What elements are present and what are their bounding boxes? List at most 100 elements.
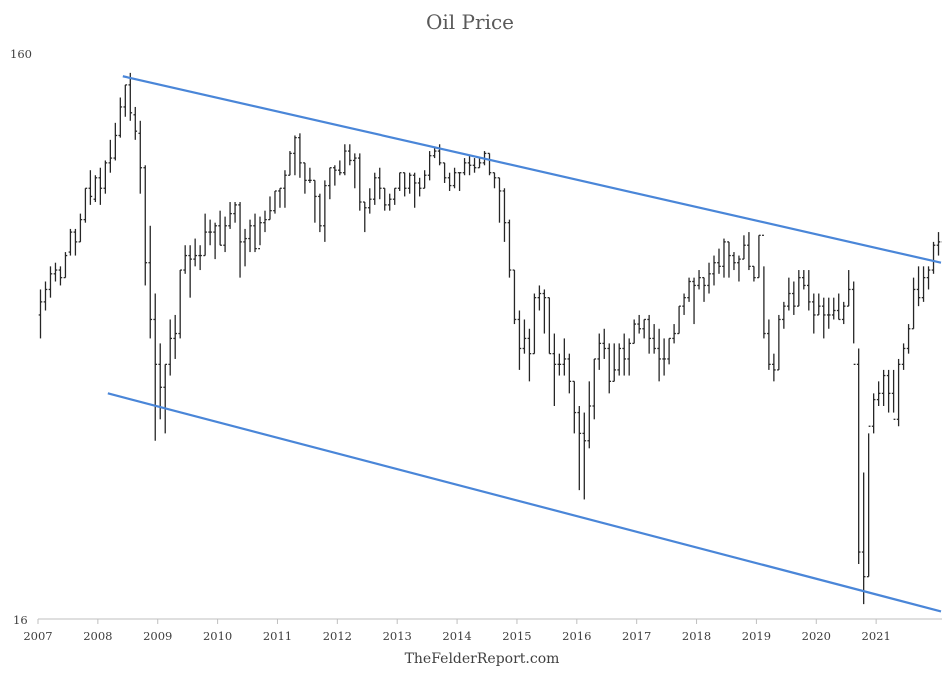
ohlc-bar [108, 139, 113, 173]
ohlc-bar [138, 120, 143, 194]
ohlc-bar [118, 97, 123, 138]
ohlc-bar [153, 293, 158, 441]
footer-source: TheFelderReport.com [405, 651, 560, 667]
ohlc-bar [397, 172, 402, 191]
x-tick-label: 2012 [323, 629, 352, 643]
ohlc-bar [93, 175, 98, 203]
ohlc-bar [447, 172, 452, 191]
ohlc-bar [797, 270, 801, 307]
ohlc-bar [148, 225, 153, 339]
ohlc-bar [792, 281, 796, 315]
ohlc-bar [467, 155, 472, 176]
ohlc-bar [732, 252, 736, 271]
ohlc-bar [552, 333, 557, 406]
ohlc-bar [73, 228, 78, 256]
ohlc-bar [672, 324, 676, 344]
x-tick-label: 2017 [622, 629, 651, 643]
ohlc-bar [38, 289, 43, 339]
ohlc-bar [83, 187, 88, 223]
ohlc-bar [497, 177, 502, 223]
ohlc-bar [407, 172, 412, 194]
ohlc-bar [831, 297, 836, 320]
chart-title: Oil Price [426, 10, 514, 34]
ohlc-bar [298, 133, 302, 178]
ohlc-bar [587, 381, 592, 449]
ohlc-bar [916, 266, 921, 307]
ohlc-bar [876, 381, 881, 406]
ohlc-bar [377, 167, 382, 200]
ohlc-bar [652, 324, 656, 354]
ohlc-bar [382, 187, 387, 211]
x-tick-label: 2011 [263, 629, 292, 643]
ohlc-bar [457, 172, 462, 191]
ohlc-bar [348, 144, 352, 166]
ohlc-bar [687, 277, 691, 302]
ohlc-bar [402, 172, 407, 197]
ohlc-bar [417, 177, 422, 197]
ohlc-bar [268, 196, 272, 221]
x-tick-label: 2016 [562, 629, 591, 643]
ohlc-bar [702, 276, 706, 302]
ohlc-bar [612, 343, 617, 383]
ohlc-bar [318, 193, 322, 233]
ohlc-bar [637, 314, 641, 334]
x-tick-label: 2018 [682, 629, 711, 643]
ohlc-bar [68, 228, 73, 256]
ohlc-bar [642, 318, 646, 339]
ohlc-bar [248, 219, 252, 253]
ohlc-bar [487, 152, 492, 176]
ohlc-bar [537, 285, 542, 311]
ohlc-bar [278, 187, 282, 208]
ohlc-bar [757, 234, 761, 279]
ohlc-bar [851, 281, 856, 366]
y-tick-label-160: 160 [10, 47, 32, 61]
ohlc-bar [462, 158, 467, 176]
ohlc-bar [313, 179, 317, 223]
x-tick-label: 2007 [23, 629, 52, 643]
ohlc-bar [572, 380, 577, 434]
ohlc-bar [911, 277, 916, 330]
x-tick-label: 2008 [83, 629, 112, 643]
ohlc-bar [472, 158, 477, 173]
ohlc-bar [308, 167, 312, 183]
ohlc-bar [188, 245, 192, 298]
ohlc-bar [697, 270, 701, 290]
ohlc-bar [662, 338, 666, 376]
ohlc-bar [113, 122, 118, 161]
ohlc-bar [527, 328, 532, 382]
ohlc-bar [233, 202, 237, 223]
ohlc-bar [208, 219, 212, 246]
ohlc-bar [357, 153, 362, 211]
ohlc-bar [866, 425, 871, 578]
ohlc-bar [667, 337, 671, 365]
ohlc-bar [228, 202, 232, 229]
ohlc-bar [762, 234, 766, 339]
ohlc-bar [886, 369, 891, 413]
ohlc-bar [223, 216, 227, 253]
ohlc-bar [103, 160, 108, 194]
ohlc-bar [238, 202, 242, 278]
ohlc-bar [632, 319, 636, 345]
ohlc-bar [532, 293, 537, 355]
ohlc-bar [427, 151, 432, 181]
ohlc-bar [452, 167, 457, 189]
ohlc-bar [367, 188, 372, 214]
x-tick-label: 2015 [502, 629, 531, 643]
ohlc-bar [856, 348, 861, 565]
ohlc-bar [747, 232, 751, 271]
upper-trendline [122, 75, 942, 264]
ohlc-bar [173, 314, 177, 359]
ohlc-bar [821, 297, 826, 339]
ohlc-bar [143, 165, 148, 286]
ohlc-bar [861, 472, 866, 605]
ohlc-bar [547, 297, 552, 355]
ohlc-bar [502, 188, 507, 242]
ohlc-bar [717, 248, 721, 274]
ohlc-bar [846, 270, 851, 307]
ohlc-bar [517, 310, 522, 370]
ohlc-bar [657, 328, 661, 382]
ohlc-bar [742, 235, 746, 260]
ohlc-bar [243, 228, 247, 267]
ohlc-bar [727, 241, 731, 278]
ohlc-bar [677, 305, 681, 335]
